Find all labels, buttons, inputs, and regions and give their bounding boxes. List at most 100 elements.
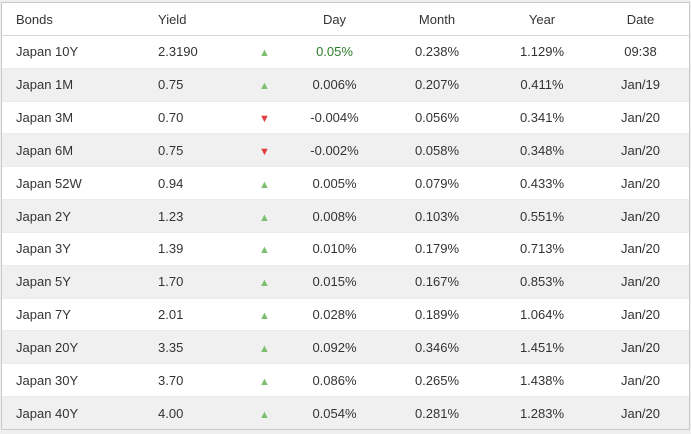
- yield-value: 1.23: [158, 208, 184, 224]
- table-row[interactable]: Japan 52W 0.94 ▲ 0.005% 0.079% 0.433% Jan/20: [2, 167, 689, 201]
- date-cell: Jan/20: [620, 110, 661, 126]
- date-cell: Jan/20: [620, 307, 661, 323]
- bond-name[interactable]: Japan 7Y: [16, 307, 71, 323]
- date-cell: Jan/20: [620, 274, 661, 290]
- date-cell: Jan/20: [620, 339, 661, 355]
- header-month: Month: [418, 11, 456, 27]
- table-row[interactable]: Japan 20Y 3.35 ▲ 0.092% 0.346% 1.451% Jan/20: [2, 331, 689, 365]
- table-row[interactable]: Japan 40Y 4.00 ▲ 0.054% 0.281% 1.283% Jan/20: [2, 397, 689, 429]
- arrow-up-icon: ▲: [259, 408, 270, 421]
- day-change-cell: 0.028%: [312, 307, 357, 323]
- yield-value: 1.39: [158, 241, 184, 257]
- table-body: Japan 10Y 2.3190 ▲ 0.05% 0.238% 1.129% 09:38 Ja…: [2, 36, 689, 429]
- year-change-cell: 1.064%: [519, 307, 565, 323]
- date-cell: Jan/20: [620, 175, 661, 191]
- yield-value: 3.35: [158, 339, 184, 355]
- year-change-cell: 0.853%: [519, 274, 565, 290]
- arrow-up-icon: ▲: [259, 178, 270, 191]
- header-yield: Yield: [158, 11, 187, 27]
- bond-name[interactable]: Japan 10Y: [16, 44, 79, 60]
- bond-name[interactable]: Japan 30Y: [16, 372, 79, 388]
- day-change-cell: -0.004%: [310, 110, 359, 126]
- bond-name[interactable]: Japan 5Y: [16, 274, 71, 290]
- table-row[interactable]: Japan 2Y 1.23 ▲ 0.008% 0.103% 0.551% Jan/20: [2, 200, 689, 233]
- yield-value: 2.3190: [158, 44, 198, 60]
- date-cell: Jan/20: [620, 208, 661, 224]
- yield-value: 0.75: [158, 142, 184, 158]
- day-change-cell: 0.054%: [312, 405, 357, 421]
- table-header: Bonds Yield Day Month Year Date: [2, 3, 689, 36]
- arrow-up-icon: ▲: [259, 342, 270, 355]
- day-change-cell: 0.006%: [312, 77, 357, 93]
- header-year: Year: [528, 11, 556, 27]
- arrow-up-icon: ▲: [259, 47, 270, 60]
- bond-name[interactable]: Japan 3Y: [16, 241, 71, 257]
- month-change-cell: 0.189%: [414, 307, 460, 323]
- arrow-up-icon: ▲: [259, 375, 270, 388]
- arrow-up-icon: ▲: [259, 277, 270, 290]
- day-change-cell: 0.015%: [312, 274, 357, 290]
- arrow-up-icon: ▲: [259, 310, 270, 323]
- month-change-cell: 0.056%: [414, 110, 460, 126]
- trend-cell: ▲: [242, 340, 287, 355]
- day-change-cell: -0.002%: [310, 142, 359, 158]
- yield-value: 0.70: [158, 110, 184, 126]
- yield-value: 1.70: [158, 274, 184, 290]
- month-change-cell: 0.265%: [414, 372, 460, 388]
- month-change-cell: 0.346%: [414, 339, 460, 355]
- arrow-down-icon: ▼: [259, 113, 270, 126]
- month-change-cell: 0.167%: [414, 274, 460, 290]
- table-row[interactable]: Japan 6M 0.75 ▼ -0.002% 0.058% 0.348% Jan/20: [2, 134, 689, 168]
- bond-name[interactable]: Japan 6M: [16, 142, 74, 158]
- bond-name[interactable]: Japan 40Y: [16, 405, 79, 421]
- month-change-cell: 0.281%: [414, 405, 460, 421]
- trend-cell: ▼: [242, 143, 287, 158]
- trend-cell: ▲: [242, 176, 287, 191]
- yield-value: 3.70: [158, 372, 184, 388]
- year-change-cell: 1.451%: [519, 339, 565, 355]
- year-change-cell: 0.433%: [519, 175, 565, 191]
- table-row[interactable]: Japan 7Y 2.01 ▲ 0.028% 0.189% 1.064% Jan/20: [2, 298, 689, 332]
- table-row[interactable]: Japan 3M 0.70 ▼ -0.004% 0.056% 0.341% Jan/20: [2, 101, 689, 135]
- arrow-up-icon: ▲: [259, 80, 270, 93]
- bond-name[interactable]: Japan 2Y: [16, 208, 71, 224]
- table-row[interactable]: Japan 30Y 3.70 ▲ 0.086% 0.265% 1.438% Jan/20: [2, 364, 689, 398]
- day-change-cell: 0.092%: [312, 339, 357, 355]
- trend-cell: ▲: [242, 44, 287, 59]
- header-bonds: Bonds: [16, 11, 53, 27]
- yield-value: 0.75: [158, 77, 184, 93]
- date-cell: Jan/19: [620, 77, 661, 93]
- day-change-cell: 0.010%: [312, 241, 357, 257]
- table-row[interactable]: Japan 3Y 1.39 ▲ 0.010% 0.179% 0.713% Jan/20: [2, 232, 689, 266]
- date-cell: Jan/20: [620, 142, 661, 158]
- bond-name[interactable]: Japan 20Y: [16, 339, 79, 355]
- header-date: Date: [626, 11, 655, 27]
- trend-cell: ▲: [242, 241, 287, 256]
- trend-cell: ▲: [242, 274, 287, 289]
- year-change-cell: 1.283%: [519, 405, 565, 421]
- month-change-cell: 0.103%: [414, 208, 460, 224]
- arrow-down-icon: ▼: [259, 145, 270, 158]
- trend-cell: ▲: [242, 373, 287, 388]
- day-change-cell: 0.086%: [312, 372, 357, 388]
- bond-name[interactable]: Japan 1M: [16, 77, 74, 93]
- day-change-cell: 0.008%: [312, 208, 357, 224]
- header-day: Day: [322, 11, 347, 27]
- yield-value: 2.01: [158, 307, 184, 323]
- trend-cell: ▲: [242, 406, 287, 421]
- month-change-cell: 0.207%: [414, 77, 460, 93]
- yield-value: 0.94: [158, 175, 184, 191]
- trend-cell: ▼: [242, 110, 287, 125]
- table-row[interactable]: Japan 1M 0.75 ▲ 0.006% 0.207% 0.411% Jan/19: [2, 68, 689, 102]
- date-cell: 09:38: [624, 44, 657, 60]
- date-cell: Jan/20: [620, 241, 661, 257]
- year-change-cell: 0.713%: [519, 241, 565, 257]
- table-row[interactable]: Japan 5Y 1.70 ▲ 0.015% 0.167% 0.853% Jan/20: [2, 265, 689, 299]
- table-row[interactable]: Japan 10Y 2.3190 ▲ 0.05% 0.238% 1.129% 09:38: [2, 36, 689, 69]
- month-change-cell: 0.079%: [414, 175, 460, 191]
- year-change-cell: 0.411%: [520, 77, 564, 93]
- year-change-cell: 0.341%: [519, 110, 565, 126]
- bond-name[interactable]: Japan 52W: [16, 175, 82, 191]
- bond-name[interactable]: Japan 3M: [16, 110, 74, 126]
